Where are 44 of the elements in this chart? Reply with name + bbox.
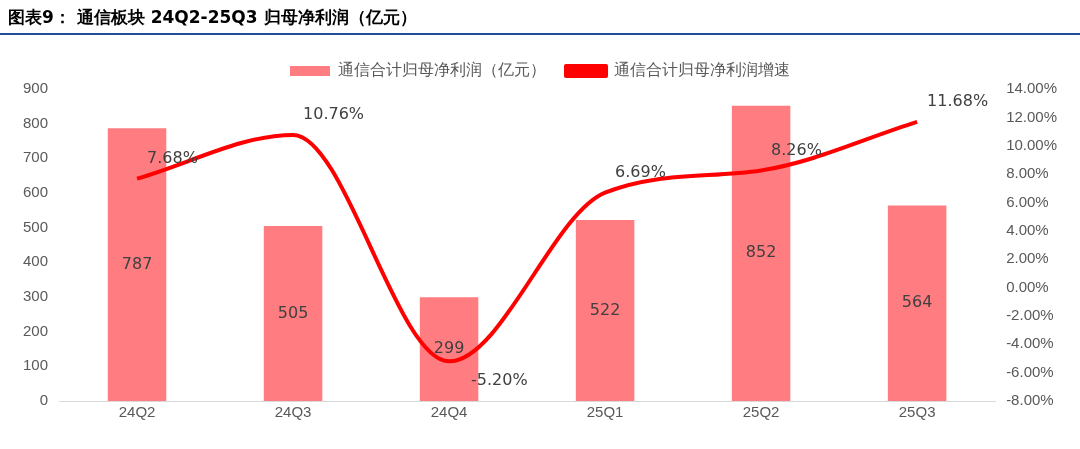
chart-title: 图表9： 通信板块 24Q2-25Q3 归母净利润（亿元） (0, 0, 1080, 35)
y2-tick-label: 8.00% (1006, 164, 1049, 182)
y-tick-label: 600 (23, 183, 49, 201)
y2-tick-label: -6.00% (1006, 362, 1054, 380)
data-label: 11.68% (927, 91, 989, 111)
x-tick-label: 24Q2 (118, 403, 156, 421)
y-tick-label: 0 (39, 391, 49, 409)
y2-tick-label: -4.00% (1006, 334, 1054, 352)
y2-tick-label: -8.00% (1006, 391, 1054, 409)
y2-tick-label: 0.00% (1006, 277, 1049, 295)
y-tick-label: 500 (23, 217, 49, 235)
data-label: 852 (745, 242, 777, 262)
data-label: 564 (901, 292, 933, 312)
y-tick-label: 900 (23, 79, 49, 97)
y2-tick-label: 14.00% (1006, 79, 1057, 97)
x-tick-label: 24Q4 (430, 403, 468, 421)
legend-label: 通信合计归母净利润增速 (614, 61, 790, 79)
bar (575, 220, 635, 401)
data-label: 522 (589, 299, 621, 319)
y-tick-label: 100 (23, 356, 49, 374)
x-tick-label: 24Q3 (274, 403, 312, 421)
data-label: 7.68% (147, 147, 198, 167)
y-tick-label: 300 (23, 287, 49, 305)
y2-tick-label: 4.00% (1006, 220, 1049, 238)
y2-tick-label: -2.00% (1006, 306, 1054, 324)
data-label: 787 (121, 253, 153, 273)
legend-label: 通信合计归母净利润（亿元） (338, 61, 546, 79)
x-tick-label: 25Q2 (742, 403, 780, 421)
y2-tick-label: 12.00% (1006, 107, 1057, 125)
data-label: 299 (433, 338, 465, 358)
y2-tick-label: 6.00% (1006, 192, 1049, 210)
y-tick-label: 700 (23, 148, 49, 166)
bar (887, 205, 947, 401)
y-tick-label: 800 (23, 113, 49, 131)
data-label: 6.69% (615, 161, 666, 181)
x-tick-label: 25Q3 (898, 403, 936, 421)
data-label: 505 (277, 302, 309, 322)
x-tick-label: 25Q1 (586, 403, 624, 421)
bar (263, 225, 323, 401)
data-label: 10.76% (303, 104, 365, 124)
y2-tick-label: 10.00% (1006, 135, 1057, 153)
y-tick-label: 400 (23, 252, 49, 270)
y-tick-label: 200 (23, 321, 49, 339)
y2-tick-label: 2.00% (1006, 249, 1049, 267)
